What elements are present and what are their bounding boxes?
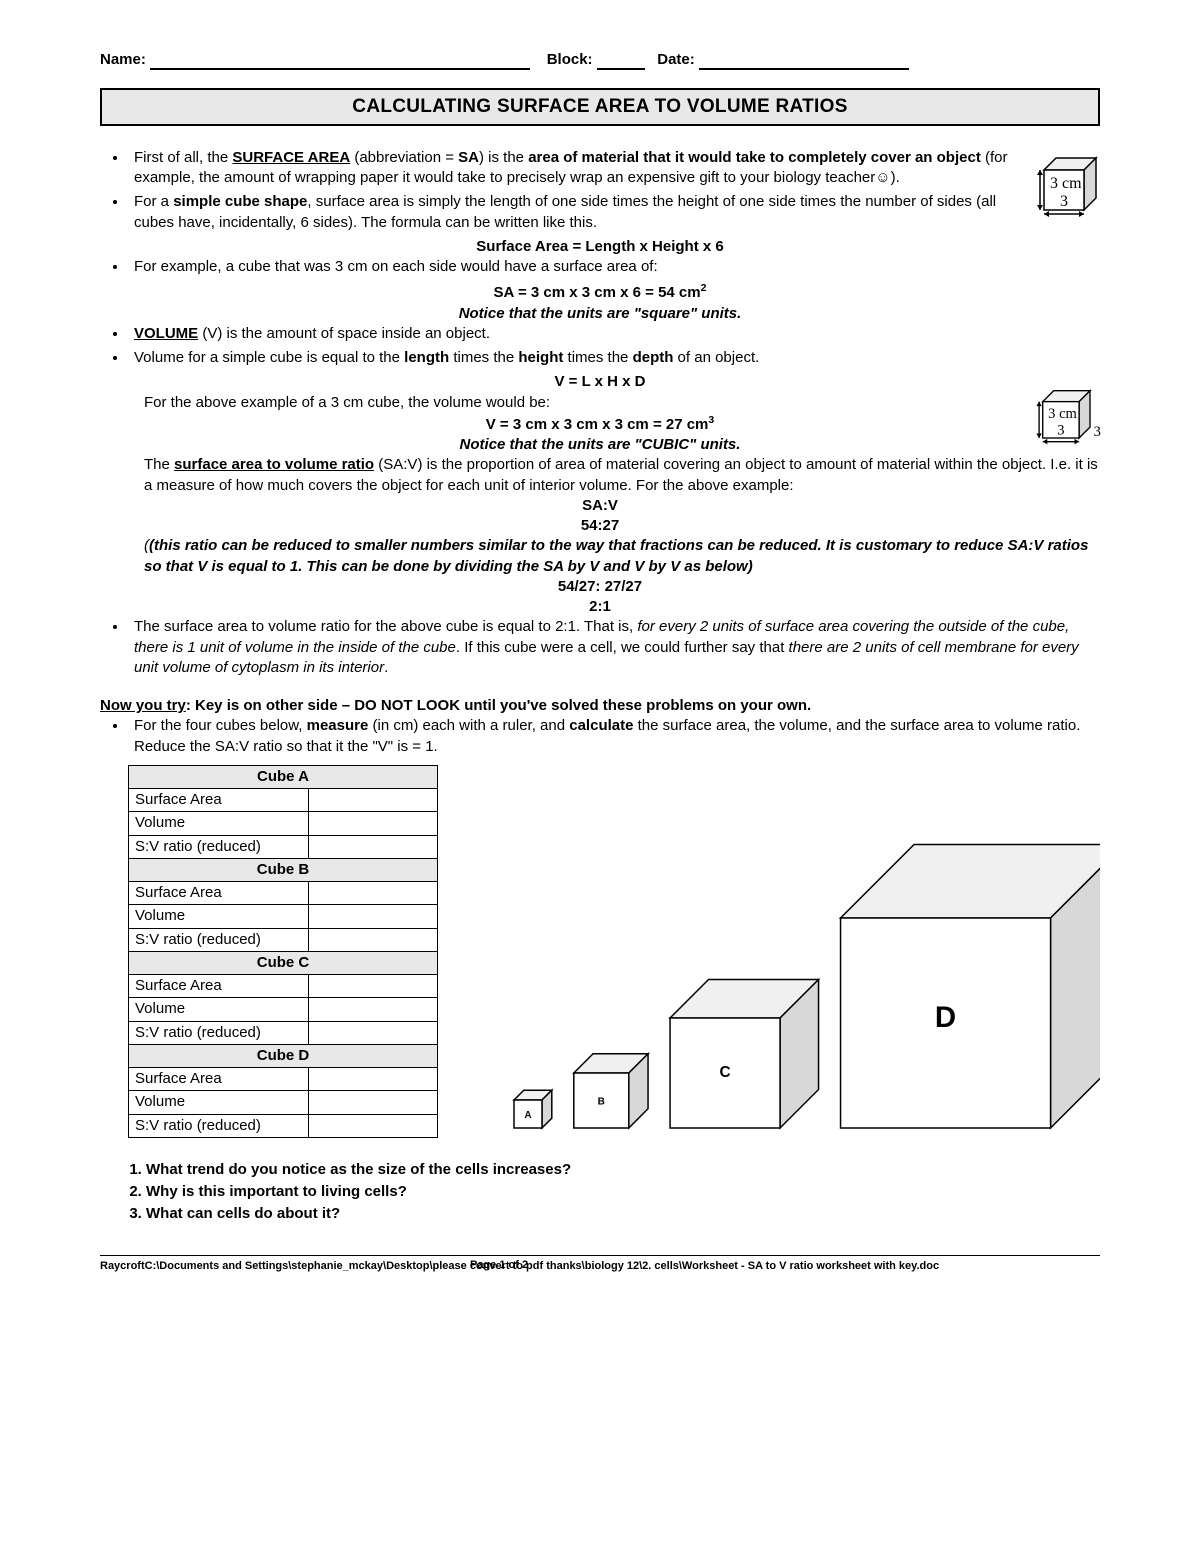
date-input-line[interactable]: [699, 54, 909, 71]
table-cell-input[interactable]: [308, 975, 437, 998]
ratio-final: 2:1: [100, 597, 1100, 617]
cube-diagram-sa: 3 cm 3: [1030, 148, 1110, 228]
try-instruction: For the four cubes below, measure (in cm…: [128, 716, 1100, 757]
units-cubic-note: Notice that the units are "CUBIC" units.: [100, 435, 1100, 455]
table-row-label: Surface Area: [129, 882, 309, 905]
v-example-intro: For the above example of a 3 cm cube, th…: [144, 393, 1100, 413]
questions-list: What trend do you notice as the size of …: [128, 1160, 1100, 1225]
question-2: Why is this important to living cells?: [146, 1182, 1100, 1202]
data-table: Cube ASurface AreaVolumeS:V ratio (reduc…: [128, 765, 438, 1138]
bullet-sa-cube: For a simple cube shape, surface area is…: [128, 192, 1100, 233]
table-section-cube-b: Cube B: [129, 858, 438, 881]
svg-text:A: A: [524, 1110, 531, 1121]
table-row-label: S:V ratio (reduced): [129, 1021, 309, 1044]
cube-B: B: [574, 1054, 648, 1128]
block-label: Block:: [547, 50, 593, 70]
table-cell-input[interactable]: [308, 789, 437, 812]
cube-C: C: [670, 979, 819, 1128]
name-label: Name:: [100, 50, 146, 70]
table-row-label: Surface Area: [129, 1068, 309, 1091]
bullet-sa-example: For example, a cube that was 3 cm on eac…: [128, 257, 1100, 277]
table-row-label: S:V ratio (reduced): [129, 1114, 309, 1137]
sa-calc: SA = 3 cm x 3 cm x 6 = 54 cm2: [100, 281, 1100, 303]
table-cell-input[interactable]: [308, 905, 437, 928]
date-label: Date:: [657, 50, 695, 70]
page-footer: RaycroftC:\Documents and Settings\stepha…: [100, 1255, 1100, 1288]
table-cell-input[interactable]: [308, 928, 437, 951]
table-section-cube-d: Cube D: [129, 1044, 438, 1067]
table-cell-input[interactable]: [308, 1021, 437, 1044]
cube-diagram-vol: 3 cm 3 3: [1030, 378, 1110, 458]
table-row-label: Volume: [129, 905, 309, 928]
formula-v: V = L x H x D: [100, 372, 1100, 392]
sav-label: SA:V: [100, 496, 1100, 516]
page-title: CALCULATING SURFACE AREA TO VOLUME RATIO…: [100, 88, 1100, 126]
cube1-front-label: 3: [1060, 193, 1068, 210]
table-cell-input[interactable]: [308, 1114, 437, 1137]
svg-text:3: 3: [1057, 422, 1064, 438]
table-row-label: S:V ratio (reduced): [129, 928, 309, 951]
try-section: Now you try: Key is on other side – DO N…: [100, 696, 1100, 757]
try-heading: Now you try: Key is on other side – DO N…: [100, 696, 1100, 716]
units-square-note: Notice that the units are "square" units…: [100, 304, 1100, 324]
header-fields: Name: Block: Date:: [100, 50, 1100, 70]
v-calc: V = 3 cm x 3 cm x 3 cm = 27 cm3: [100, 413, 1100, 435]
table-row-label: Surface Area: [129, 975, 309, 998]
table-row-label: Volume: [129, 1091, 309, 1114]
table-row-label: S:V ratio (reduced): [129, 835, 309, 858]
svg-text:3 cm: 3 cm: [1048, 406, 1077, 422]
table-section-cube-a: Cube A: [129, 765, 438, 788]
svg-text:C: C: [719, 1064, 730, 1081]
table-cell-input[interactable]: [308, 812, 437, 835]
cube-A: A: [514, 1090, 552, 1128]
cubes-figure: A B C D: [488, 838, 1100, 1138]
table-row-label: Volume: [129, 812, 309, 835]
bullet-ratio-explain: The surface area to volume ratio for the…: [128, 617, 1100, 678]
ratio-divided: 54/27: 27/27: [100, 577, 1100, 597]
table-row-label: Volume: [129, 998, 309, 1021]
table-cell-input[interactable]: [308, 882, 437, 905]
table-cell-input[interactable]: [308, 835, 437, 858]
table-cell-input[interactable]: [308, 1091, 437, 1114]
svg-text:D: D: [935, 1001, 956, 1034]
table-row-label: Surface Area: [129, 789, 309, 812]
question-1: What trend do you notice as the size of …: [146, 1160, 1100, 1180]
cube1-side-label: 3 cm: [1050, 175, 1082, 192]
explanation-section: 3 cm 3 3 cm 3 3 First of all, the SURFAC…: [100, 148, 1100, 678]
formula-sa: Surface Area = Length x Height x 6: [100, 237, 1100, 257]
table-cell-input[interactable]: [308, 998, 437, 1021]
svg-text:B: B: [598, 1096, 605, 1107]
block-input-line[interactable]: [597, 54, 645, 71]
bullet-vol-cube: Volume for a simple cube is equal to the…: [128, 348, 1100, 368]
question-3: What can cells do about it?: [146, 1204, 1100, 1224]
cube-D: D: [841, 844, 1100, 1128]
bullet-sa-def: First of all, the SURFACE AREA (abbrevia…: [128, 148, 1100, 189]
svg-text:3: 3: [1094, 424, 1101, 440]
table-cell-input[interactable]: [308, 1068, 437, 1091]
footer-page: Page 1 of 2: [470, 1259, 590, 1273]
ratio-def: The surface area to volume ratio (SA:V) …: [144, 455, 1100, 496]
ratio-54-27: 54:27: [100, 516, 1100, 536]
bullet-vol-def: VOLUME (V) is the amount of space inside…: [128, 324, 1100, 344]
reduce-note: ((this ratio can be reduced to smaller n…: [144, 536, 1100, 577]
table-section-cube-c: Cube C: [129, 951, 438, 974]
name-input-line[interactable]: [150, 54, 530, 71]
worksheet-area: Cube ASurface AreaVolumeS:V ratio (reduc…: [100, 765, 1100, 1138]
